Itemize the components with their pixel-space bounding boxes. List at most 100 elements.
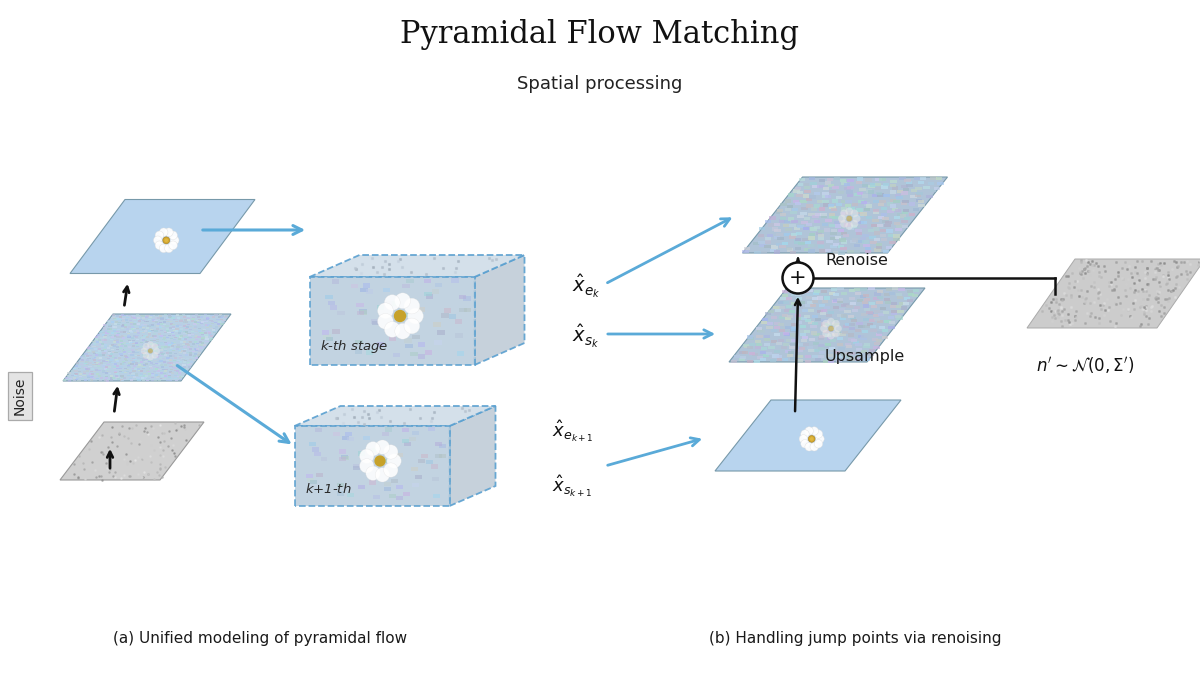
Bar <box>202 325 204 327</box>
Bar <box>871 305 877 308</box>
Bar <box>830 208 838 212</box>
Bar <box>842 331 848 334</box>
Bar <box>782 290 788 293</box>
Bar <box>834 221 840 224</box>
Bar <box>144 324 146 325</box>
Bar <box>860 212 866 216</box>
Bar <box>206 324 210 326</box>
Bar <box>797 355 803 358</box>
Bar <box>824 327 830 331</box>
Text: +: + <box>790 268 806 287</box>
Bar <box>107 328 109 330</box>
Circle shape <box>374 456 385 466</box>
Bar <box>218 316 221 318</box>
Bar <box>113 368 115 369</box>
Bar <box>86 350 90 352</box>
Bar <box>96 341 100 343</box>
Bar <box>208 333 211 334</box>
Bar <box>160 355 162 356</box>
Bar <box>203 319 206 320</box>
Bar <box>186 324 190 325</box>
Bar <box>355 339 362 344</box>
Bar <box>853 341 859 345</box>
Bar <box>766 312 772 316</box>
Bar <box>814 290 820 293</box>
Bar <box>749 343 756 346</box>
Bar <box>436 454 442 458</box>
Bar <box>169 355 172 357</box>
Bar <box>804 241 811 244</box>
Polygon shape <box>294 406 496 426</box>
Bar <box>439 454 446 458</box>
Bar <box>154 380 157 381</box>
Circle shape <box>151 343 158 349</box>
Bar <box>74 370 78 372</box>
Bar <box>401 295 408 299</box>
Bar <box>906 184 913 187</box>
Bar <box>835 236 841 239</box>
Bar <box>161 326 164 327</box>
Bar <box>811 322 818 325</box>
Bar <box>857 299 863 301</box>
Bar <box>810 244 817 247</box>
Bar <box>804 217 810 220</box>
Bar <box>142 349 144 352</box>
Bar <box>806 198 812 201</box>
Bar <box>798 241 805 245</box>
Bar <box>176 370 179 372</box>
Bar <box>845 204 851 208</box>
Bar <box>839 308 845 312</box>
Bar <box>203 346 206 347</box>
Bar <box>144 377 146 379</box>
Bar <box>818 178 826 182</box>
Bar <box>911 189 918 192</box>
Bar <box>118 318 121 320</box>
Bar <box>72 370 74 372</box>
Bar <box>805 304 811 307</box>
Bar <box>901 220 907 223</box>
Bar <box>806 293 814 296</box>
Circle shape <box>845 222 853 230</box>
Bar <box>881 207 887 210</box>
Bar <box>114 318 118 320</box>
Bar <box>184 339 187 340</box>
Bar <box>832 199 839 203</box>
Bar <box>163 341 167 343</box>
Bar <box>116 379 120 380</box>
Bar <box>836 314 842 317</box>
Circle shape <box>805 443 814 451</box>
Bar <box>138 348 142 349</box>
Bar <box>148 351 151 352</box>
Bar <box>839 239 846 241</box>
Bar <box>892 208 898 211</box>
Bar <box>132 358 136 359</box>
Bar <box>875 293 881 295</box>
Bar <box>190 359 192 360</box>
Bar <box>803 195 809 197</box>
Bar <box>790 329 796 332</box>
Bar <box>425 291 432 296</box>
Bar <box>156 346 160 348</box>
Bar <box>844 187 851 191</box>
Bar <box>163 372 166 374</box>
Bar <box>889 306 895 308</box>
Bar <box>140 345 143 347</box>
Bar <box>169 371 172 373</box>
Bar <box>888 234 894 237</box>
Bar <box>797 194 803 197</box>
Bar <box>786 297 792 300</box>
Bar <box>812 185 818 188</box>
Bar <box>108 325 112 327</box>
Bar <box>845 200 852 203</box>
Bar <box>455 319 462 324</box>
Circle shape <box>160 228 168 237</box>
Bar <box>103 364 106 366</box>
Bar <box>806 346 812 349</box>
Bar <box>113 345 115 347</box>
Bar <box>882 329 888 332</box>
Bar <box>114 323 118 325</box>
Bar <box>148 333 151 335</box>
Bar <box>161 323 163 324</box>
Bar <box>175 330 179 331</box>
Bar <box>132 328 136 329</box>
